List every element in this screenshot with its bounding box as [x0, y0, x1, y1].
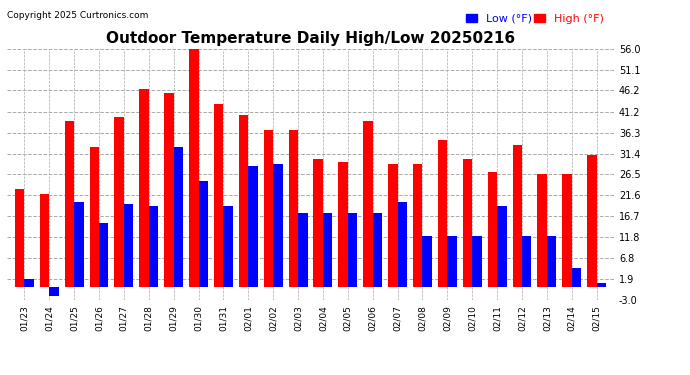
Bar [74, 202, 83, 287]
Bar [373, 213, 382, 287]
Bar [199, 181, 208, 287]
Bar [397, 202, 407, 287]
Bar [547, 236, 556, 287]
Bar [572, 268, 581, 287]
Bar [497, 206, 506, 287]
Bar [124, 204, 133, 287]
Bar [338, 162, 348, 287]
Bar [348, 213, 357, 287]
Bar [264, 130, 273, 287]
Bar [248, 166, 258, 287]
Bar [447, 236, 457, 287]
Legend: Low (°F), High (°F): Low (°F), High (°F) [462, 9, 609, 28]
Bar [15, 189, 24, 287]
Bar [189, 49, 199, 287]
Bar [115, 117, 124, 287]
Bar [463, 159, 472, 287]
Bar [99, 224, 108, 287]
Bar [49, 287, 59, 296]
Bar [597, 283, 606, 287]
Bar [40, 194, 49, 287]
Bar [149, 206, 158, 287]
Bar [513, 145, 522, 287]
Bar [139, 89, 149, 287]
Bar [488, 172, 497, 287]
Bar [538, 174, 547, 287]
Bar [90, 147, 99, 287]
Bar [422, 236, 432, 287]
Bar [273, 164, 283, 287]
Bar [313, 159, 323, 287]
Bar [174, 147, 183, 287]
Bar [224, 206, 233, 287]
Bar [562, 174, 572, 287]
Bar [298, 213, 308, 287]
Bar [363, 121, 373, 287]
Title: Outdoor Temperature Daily High/Low 20250216: Outdoor Temperature Daily High/Low 20250… [106, 31, 515, 46]
Bar [522, 236, 531, 287]
Bar [65, 121, 74, 287]
Bar [587, 155, 597, 287]
Bar [164, 93, 174, 287]
Bar [438, 140, 447, 287]
Bar [388, 164, 397, 287]
Bar [214, 104, 224, 287]
Text: Copyright 2025 Curtronics.com: Copyright 2025 Curtronics.com [7, 11, 148, 20]
Bar [323, 213, 333, 287]
Bar [413, 164, 422, 287]
Bar [239, 115, 248, 287]
Bar [472, 236, 482, 287]
Bar [288, 130, 298, 287]
Bar [24, 279, 34, 287]
